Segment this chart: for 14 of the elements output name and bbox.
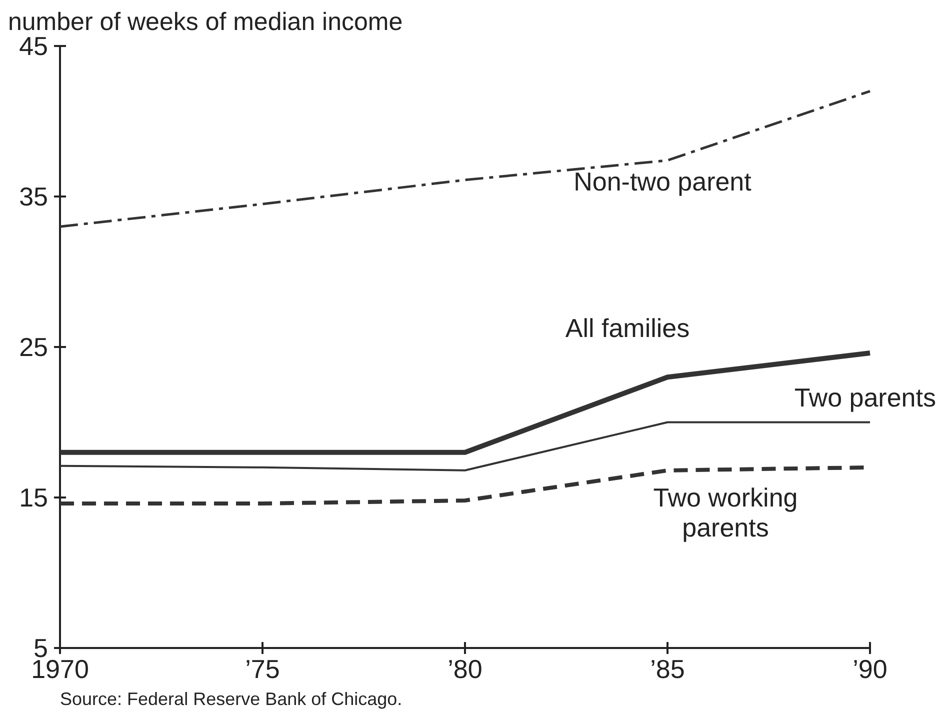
x-tick-label: ’85 [650, 654, 685, 684]
x-tick-label: ’75 [245, 654, 280, 684]
y-tick-label: 15 [19, 482, 48, 513]
source-note: Source: Federal Reserve Bank of Chicago. [60, 689, 402, 709]
x-tick-label: ’90 [852, 654, 888, 684]
series-label: All families [565, 313, 690, 344]
y-tick-label: 25 [19, 332, 48, 362]
line-series [59, 421, 871, 472]
line-series [58, 90, 872, 228]
y-tick-label: 35 [19, 182, 48, 212]
x-tick-label: ’80 [448, 654, 482, 684]
series-label: Non-two parent [574, 166, 752, 196]
series-label: Two working parents [653, 482, 798, 542]
series-label: Two parents [794, 382, 936, 412]
